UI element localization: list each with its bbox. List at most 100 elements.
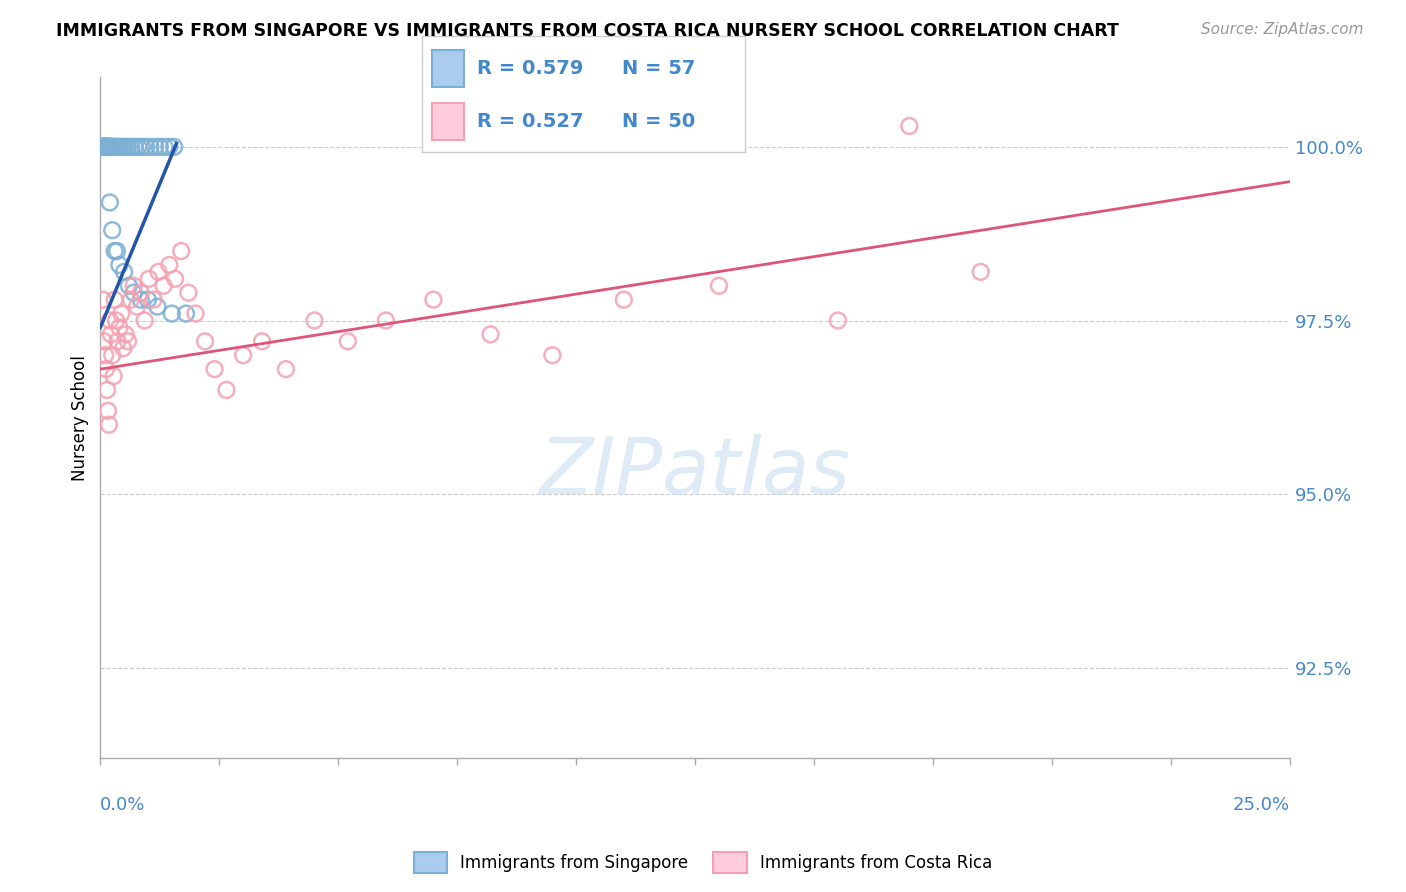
Point <box>134 313 156 327</box>
Point <box>104 293 127 307</box>
Point <box>94 140 117 154</box>
Point <box>93 140 115 154</box>
Point <box>107 140 129 154</box>
Point <box>114 140 136 154</box>
Point <box>122 278 145 293</box>
Point <box>165 272 187 286</box>
Point <box>422 293 444 307</box>
Text: N = 50: N = 50 <box>623 112 696 131</box>
Point <box>613 293 636 307</box>
Point <box>898 119 921 133</box>
Point <box>96 140 118 154</box>
Text: 0.0%: 0.0% <box>100 797 146 814</box>
Text: R = 0.579: R = 0.579 <box>477 59 583 78</box>
Point <box>160 307 183 321</box>
Point <box>107 334 129 349</box>
Point <box>304 313 326 327</box>
Point <box>94 140 117 154</box>
Point <box>118 278 141 293</box>
Point <box>96 140 118 154</box>
Point <box>274 362 297 376</box>
Point <box>108 258 131 272</box>
Point <box>152 278 174 293</box>
Point <box>98 140 121 154</box>
Point <box>94 140 117 154</box>
Point <box>91 140 114 154</box>
Y-axis label: Nursery School: Nursery School <box>72 355 89 481</box>
Text: N = 57: N = 57 <box>623 59 696 78</box>
Point <box>105 140 128 154</box>
Point <box>146 300 169 314</box>
Point <box>103 369 125 384</box>
Point <box>97 404 120 418</box>
Point <box>110 307 132 321</box>
Point <box>149 140 172 154</box>
Point <box>110 140 132 154</box>
Text: IMMIGRANTS FROM SINGAPORE VS IMMIGRANTS FROM COSTA RICA NURSERY SCHOOL CORRELATI: IMMIGRANTS FROM SINGAPORE VS IMMIGRANTS … <box>56 22 1119 40</box>
Point <box>111 140 134 154</box>
Point <box>97 417 120 432</box>
Point <box>120 293 142 307</box>
Legend: Immigrants from Singapore, Immigrants from Costa Rica: Immigrants from Singapore, Immigrants fr… <box>406 846 1000 880</box>
Point <box>93 140 115 154</box>
Point <box>153 140 176 154</box>
Text: 25.0%: 25.0% <box>1233 797 1291 814</box>
Point <box>336 334 359 349</box>
Point <box>122 285 145 300</box>
Text: R = 0.527: R = 0.527 <box>477 112 583 131</box>
Point <box>125 300 148 314</box>
Point <box>93 140 115 154</box>
Point <box>100 327 122 342</box>
Point <box>479 327 502 342</box>
Text: ZIPatlas: ZIPatlas <box>540 434 851 510</box>
Point <box>124 140 146 154</box>
Point <box>101 348 124 362</box>
Point <box>184 307 207 321</box>
Point <box>204 362 226 376</box>
Point <box>112 341 135 355</box>
Point <box>98 195 121 210</box>
Point <box>93 140 115 154</box>
Point <box>148 265 170 279</box>
Point <box>96 383 118 397</box>
Point <box>174 307 197 321</box>
Point <box>970 265 993 279</box>
Point <box>163 140 186 154</box>
Point <box>104 140 127 154</box>
Point <box>135 140 157 154</box>
Point <box>93 334 115 349</box>
Point <box>143 140 166 154</box>
Point <box>93 140 115 154</box>
Point <box>157 258 180 272</box>
Point <box>194 334 217 349</box>
Point <box>105 244 128 258</box>
Point <box>98 140 121 154</box>
Point <box>104 244 127 258</box>
Point <box>97 140 120 154</box>
Point <box>100 140 122 154</box>
Text: Source: ZipAtlas.com: Source: ZipAtlas.com <box>1201 22 1364 37</box>
Point <box>91 140 114 154</box>
Point <box>170 244 193 258</box>
Point <box>101 140 124 154</box>
Point <box>97 140 120 154</box>
Point <box>101 223 124 237</box>
Point <box>91 140 114 154</box>
Point <box>96 140 118 154</box>
FancyBboxPatch shape <box>432 50 464 87</box>
Point <box>250 334 273 349</box>
Point <box>139 140 162 154</box>
Point <box>127 140 149 154</box>
Point <box>129 285 152 300</box>
Point <box>105 313 128 327</box>
Point <box>103 140 125 154</box>
Point <box>117 140 139 154</box>
Point <box>94 348 117 362</box>
Point <box>94 362 117 376</box>
Point <box>138 272 160 286</box>
Point <box>215 383 238 397</box>
Point <box>131 140 153 154</box>
Point <box>91 140 114 154</box>
Point <box>374 313 396 327</box>
Point <box>96 140 118 154</box>
